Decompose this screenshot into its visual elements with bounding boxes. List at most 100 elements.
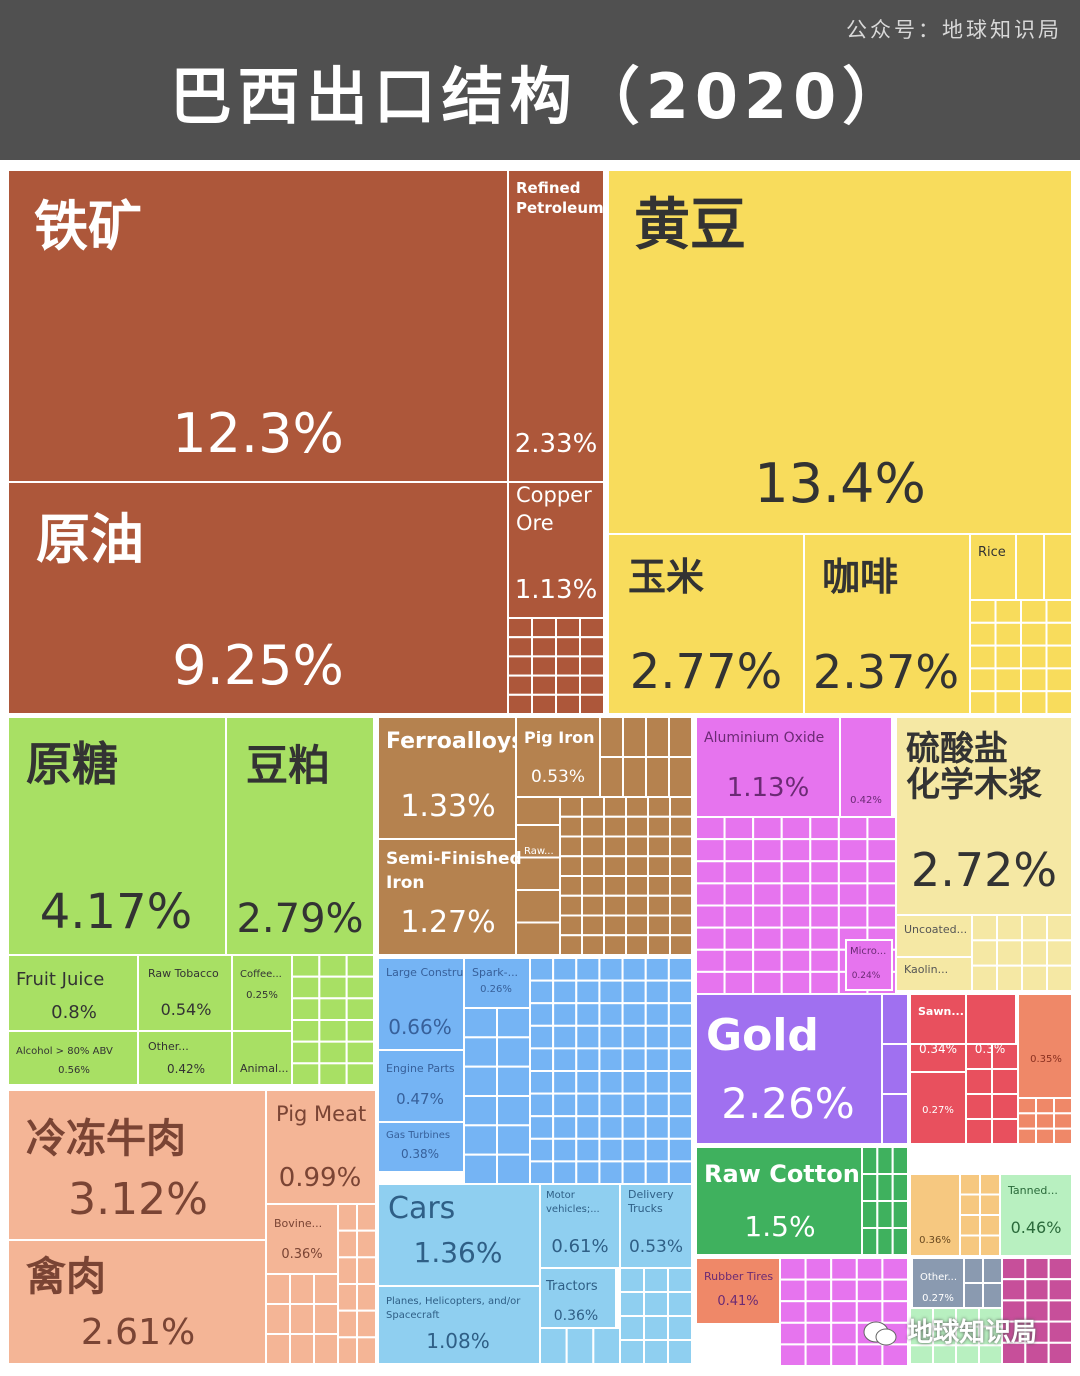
chemicals-small-cell (881, 1257, 910, 1281)
chemicals-small-cell (830, 1278, 858, 1303)
chemicals-small-cell (780, 948, 812, 973)
precious-small-cell (881, 1093, 909, 1145)
chemicals-small-cell (866, 860, 898, 885)
cell-23-value: 0.38% (401, 1147, 439, 1161)
cell-19-value: 1.27% (400, 905, 495, 940)
chemicals-small-cell (830, 1343, 858, 1368)
chemicals-small-cell (804, 1257, 833, 1281)
chemicals-small-cell (780, 926, 812, 951)
chemicals-small-cell (780, 838, 812, 863)
cell-10-rect (7, 954, 139, 1032)
chemicals-small-cell (830, 1300, 858, 1324)
cell-6-rect (803, 533, 971, 715)
plastics-small-cell (1053, 1097, 1073, 1115)
chemicals-small-cell (695, 948, 726, 973)
textiles-small-cell (891, 1146, 910, 1175)
animal-small-cell (337, 1309, 358, 1339)
chemicals-small-cell (830, 1257, 858, 1281)
cell-41-rect (695, 1257, 781, 1325)
mineral-small-cell (555, 617, 581, 639)
transport-small-cell (667, 1291, 693, 1317)
foodstuffs-small-cell (318, 975, 348, 1000)
metals-small-cell (559, 796, 583, 818)
cell-13-label: Alcohol > 80% ABV (16, 1046, 113, 1057)
mineral-small-cell (579, 636, 605, 658)
metals-small-cell (625, 855, 649, 877)
metals-small-cell (625, 835, 649, 858)
chemicals-small-cell (881, 1343, 910, 1368)
cell-28-rect (895, 914, 973, 958)
foodstuffs-small-cell (291, 975, 321, 1000)
header-bar: 公众号：地球知识局 巴西出口结构（2020） (0, 0, 1080, 160)
machines-small-cell (667, 979, 693, 1005)
wood-small-cell (991, 1093, 1019, 1120)
metals-small-cell (581, 934, 605, 956)
metals-small-cell (645, 756, 670, 798)
cell-31-label: Raw Cotton (704, 1160, 860, 1188)
cell-39-value: 0.36% (554, 1308, 598, 1324)
textiles-small-cell (891, 1227, 910, 1256)
cell-26-rect (845, 939, 893, 991)
metals-small-cell (625, 914, 649, 937)
chemicals-small-cell (866, 816, 898, 841)
footwear-small-cell (963, 1257, 984, 1284)
cell-1-value: 2.33% (515, 429, 598, 459)
cell-41-label: Rubber Tires (704, 1270, 773, 1283)
metals-small-cell (603, 934, 627, 956)
machines-small-cell (529, 1092, 555, 1118)
animal-small-cell (356, 1336, 377, 1366)
vegetable-small-cell (1020, 690, 1048, 716)
cell-24-rect (695, 716, 841, 818)
chemicals-small-cell (695, 838, 726, 863)
metals-small-cell (559, 815, 583, 838)
textiles-small-cell (876, 1146, 894, 1175)
machines-small-cell (552, 979, 578, 1005)
animal-small-cell (337, 1336, 358, 1366)
machines-small-cell (621, 1137, 647, 1163)
chemicals-small-cell (780, 882, 812, 907)
machines-small-cell (644, 1002, 670, 1027)
vegetable-small-cell (1015, 533, 1045, 601)
cell-33-value: 0.99% (279, 1163, 362, 1193)
cell-40-rect (377, 1285, 541, 1365)
mineral-small-cell (507, 674, 533, 696)
machines-small-cell (598, 1115, 624, 1140)
cell-48-label: Other... (920, 1272, 957, 1283)
machines-small-cell (644, 1024, 670, 1050)
transport-small-cell (619, 1339, 645, 1365)
machines-small-cell (496, 1065, 531, 1097)
machines-small-cell (621, 1115, 647, 1140)
cell-16-label: Ferroalloys (386, 729, 524, 754)
chemicals-small-cell (866, 838, 898, 863)
wood-small-cell (991, 1118, 1019, 1145)
machines-small-cell (552, 1070, 578, 1095)
chemicals-small-cell (809, 816, 840, 841)
chemicals-small-cell (723, 860, 755, 885)
cell-25-rect (839, 716, 893, 818)
machines-small-cell (644, 1137, 670, 1163)
cell-12-value: 0.25% (246, 990, 278, 1001)
chemicals-small-cell (752, 838, 783, 863)
metals-small-cell (515, 921, 561, 956)
transport-small-cell (619, 1267, 645, 1293)
cell-40-label: Spacecraft (386, 1310, 440, 1321)
cell-29-rect (895, 956, 973, 992)
animal-small-cell (265, 1273, 291, 1305)
cell-12-label: Coffee... (240, 969, 282, 980)
stone-small-cell (979, 1234, 1001, 1257)
wood-small-cell (991, 1068, 1019, 1095)
paper-small-cell (1046, 914, 1073, 942)
stone-small-cell (959, 1193, 981, 1216)
cell-35-value: 2.61% (81, 1312, 195, 1353)
vegetable-small-cell (994, 667, 1022, 693)
metals-small-cell (581, 796, 605, 818)
machines-small-cell (575, 1115, 601, 1140)
metals-small-cell (559, 934, 583, 956)
footwear-small-cell (963, 1282, 984, 1309)
paper-small-cell (971, 939, 998, 967)
cell-3-rect (507, 481, 605, 619)
metals-small-cell (581, 815, 605, 838)
paper-small-cell (971, 964, 998, 993)
machines-small-cell (575, 1092, 601, 1118)
cell-38-rect (619, 1183, 693, 1269)
